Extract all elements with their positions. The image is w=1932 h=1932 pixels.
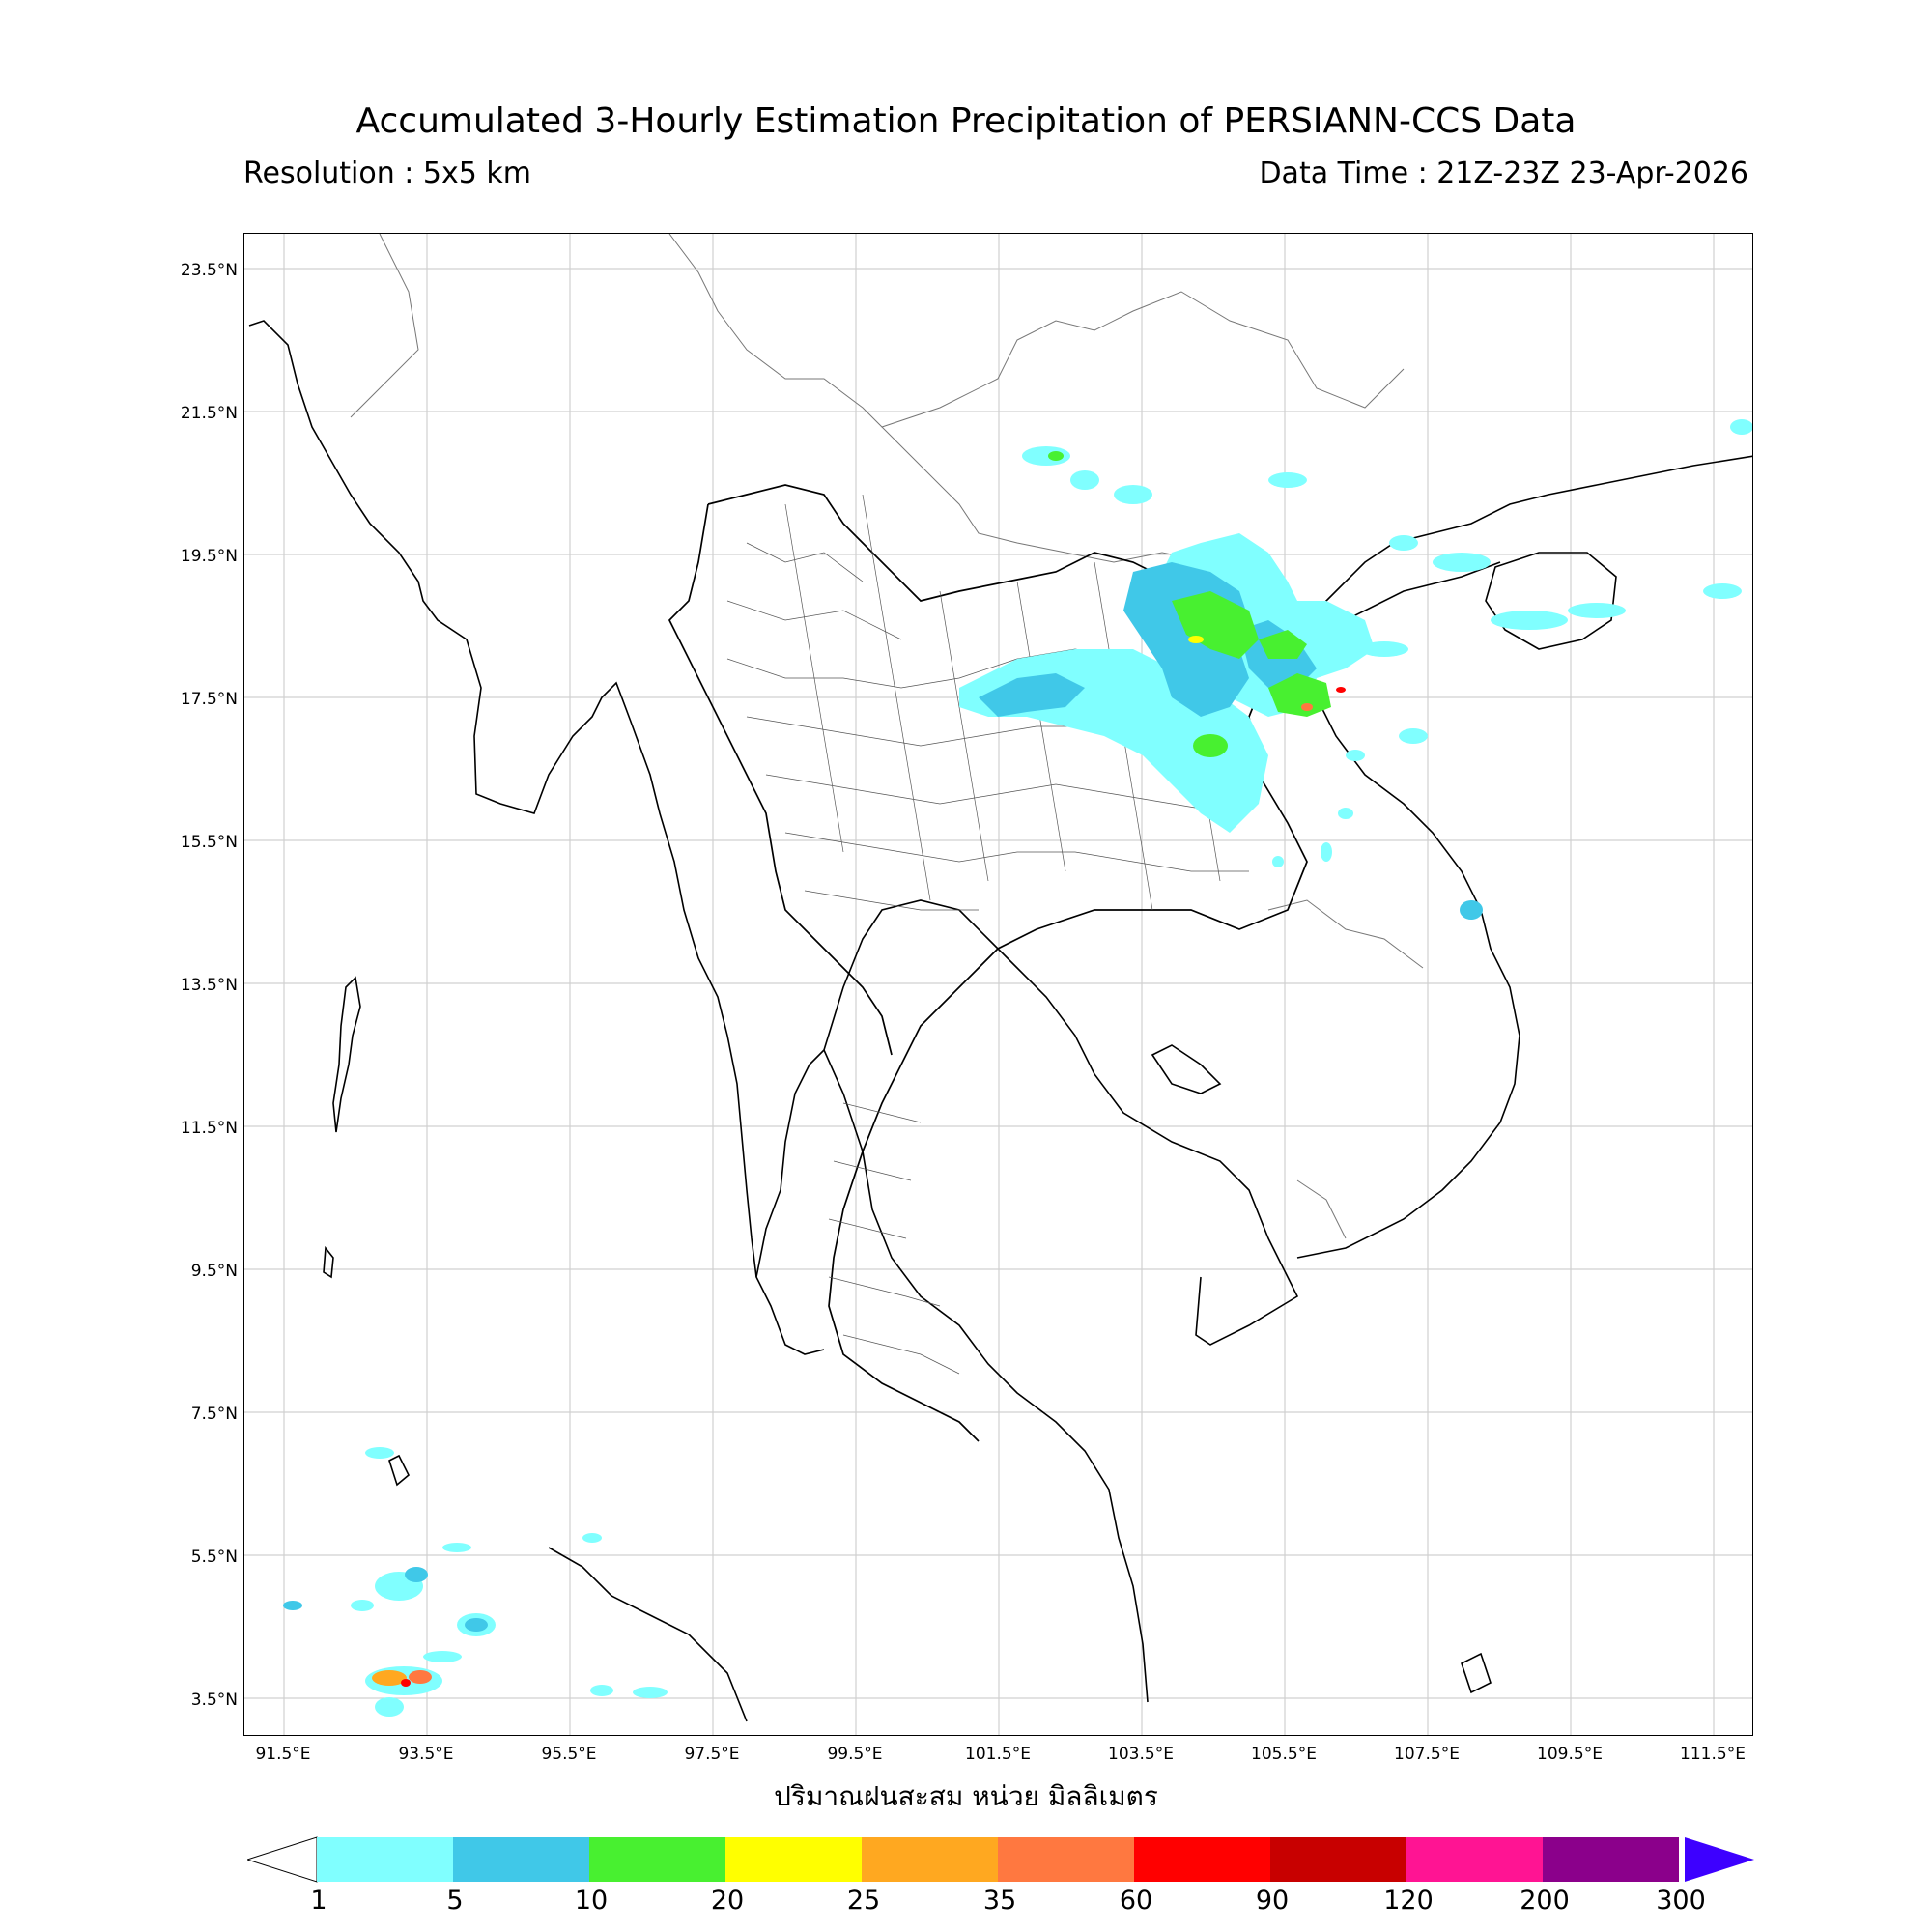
colorbar-swatch	[1406, 1837, 1543, 1882]
lon-tick-label: 93.5°E	[398, 1745, 454, 1764]
colorbar-boxes	[317, 1837, 1679, 1882]
lon-tick-label: 101.5°E	[965, 1745, 1031, 1764]
colorbar-tick-label: 120	[1383, 1886, 1434, 1916]
colorbar-over-arrow	[1685, 1837, 1754, 1882]
lat-tick-label: 19.5°N	[180, 547, 238, 566]
colorbar-tick-label: 20	[710, 1886, 745, 1916]
colorbar-tick-label: 90	[1255, 1886, 1290, 1916]
lat-tick-label: 13.5°N	[180, 976, 238, 995]
resolution-text: Resolution : 5x5 km	[243, 156, 531, 190]
precipitation-field	[283, 419, 1752, 1717]
lat-tick-label: 15.5°N	[180, 833, 238, 852]
lon-tick-label: 109.5°E	[1537, 1745, 1603, 1764]
colorbar-tick-label: 1	[310, 1886, 327, 1916]
colorbar-tick-label: 25	[846, 1886, 881, 1916]
lon-tick-label: 105.5°E	[1251, 1745, 1317, 1764]
colorbar-swatch	[725, 1837, 862, 1882]
map-canvas	[244, 234, 1752, 1735]
colorbar-tick-label: 5	[446, 1886, 464, 1916]
coastlines	[248, 320, 1752, 1722]
country-borders	[350, 234, 1424, 1239]
colorbar-tick-label: 200	[1520, 1886, 1570, 1916]
lon-tick-label: 107.5°E	[1394, 1745, 1460, 1764]
colorbar-swatch	[998, 1837, 1134, 1882]
colorbar	[247, 1836, 1754, 1883]
colorbar-swatch	[1543, 1837, 1679, 1882]
data-time-text: Data Time : 21Z-23Z 23-Apr-2026	[1259, 156, 1748, 190]
lon-tick-label: 99.5°E	[827, 1745, 883, 1764]
colorbar-tick-label: 10	[574, 1886, 609, 1916]
map-area	[243, 233, 1753, 1736]
lat-tick-label: 23.5°N	[180, 261, 238, 280]
lon-tick-label: 111.5°E	[1680, 1745, 1746, 1764]
colorbar-axis-label: ปริมาณฝนสะสม หน่วย มิลลิเมตร	[774, 1780, 1158, 1812]
lat-tick-label: 9.5°N	[190, 1262, 238, 1281]
colorbar-tick-label: 35	[982, 1886, 1017, 1916]
lat-tick-label: 7.5°N	[190, 1405, 238, 1424]
colorbar-swatch	[862, 1837, 998, 1882]
map-title: Accumulated 3-Hourly Estimation Precipit…	[355, 101, 1577, 141]
lat-tick-label: 11.5°N	[180, 1119, 238, 1138]
lon-tick-label: 97.5°E	[684, 1745, 740, 1764]
lon-tick-label: 103.5°E	[1108, 1745, 1174, 1764]
colorbar-tick-label: 60	[1119, 1886, 1153, 1916]
lat-tick-label: 17.5°N	[180, 690, 238, 709]
colorbar-swatch	[317, 1837, 453, 1882]
lon-tick-label: 91.5°E	[255, 1745, 311, 1764]
colorbar-swatch	[589, 1837, 725, 1882]
lat-tick-label: 3.5°N	[190, 1690, 238, 1710]
colorbar-under-arrow	[247, 1836, 318, 1883]
lat-tick-label: 21.5°N	[180, 404, 238, 423]
colorbar-swatch	[1270, 1837, 1406, 1882]
colorbar-swatch	[453, 1837, 589, 1882]
colorbar-swatch	[1134, 1837, 1270, 1882]
colorbar-tick-label: 300	[1656, 1886, 1706, 1916]
lat-tick-label: 5.5°N	[190, 1548, 238, 1567]
gridlines	[244, 234, 1752, 1735]
lon-tick-label: 95.5°E	[541, 1745, 597, 1764]
